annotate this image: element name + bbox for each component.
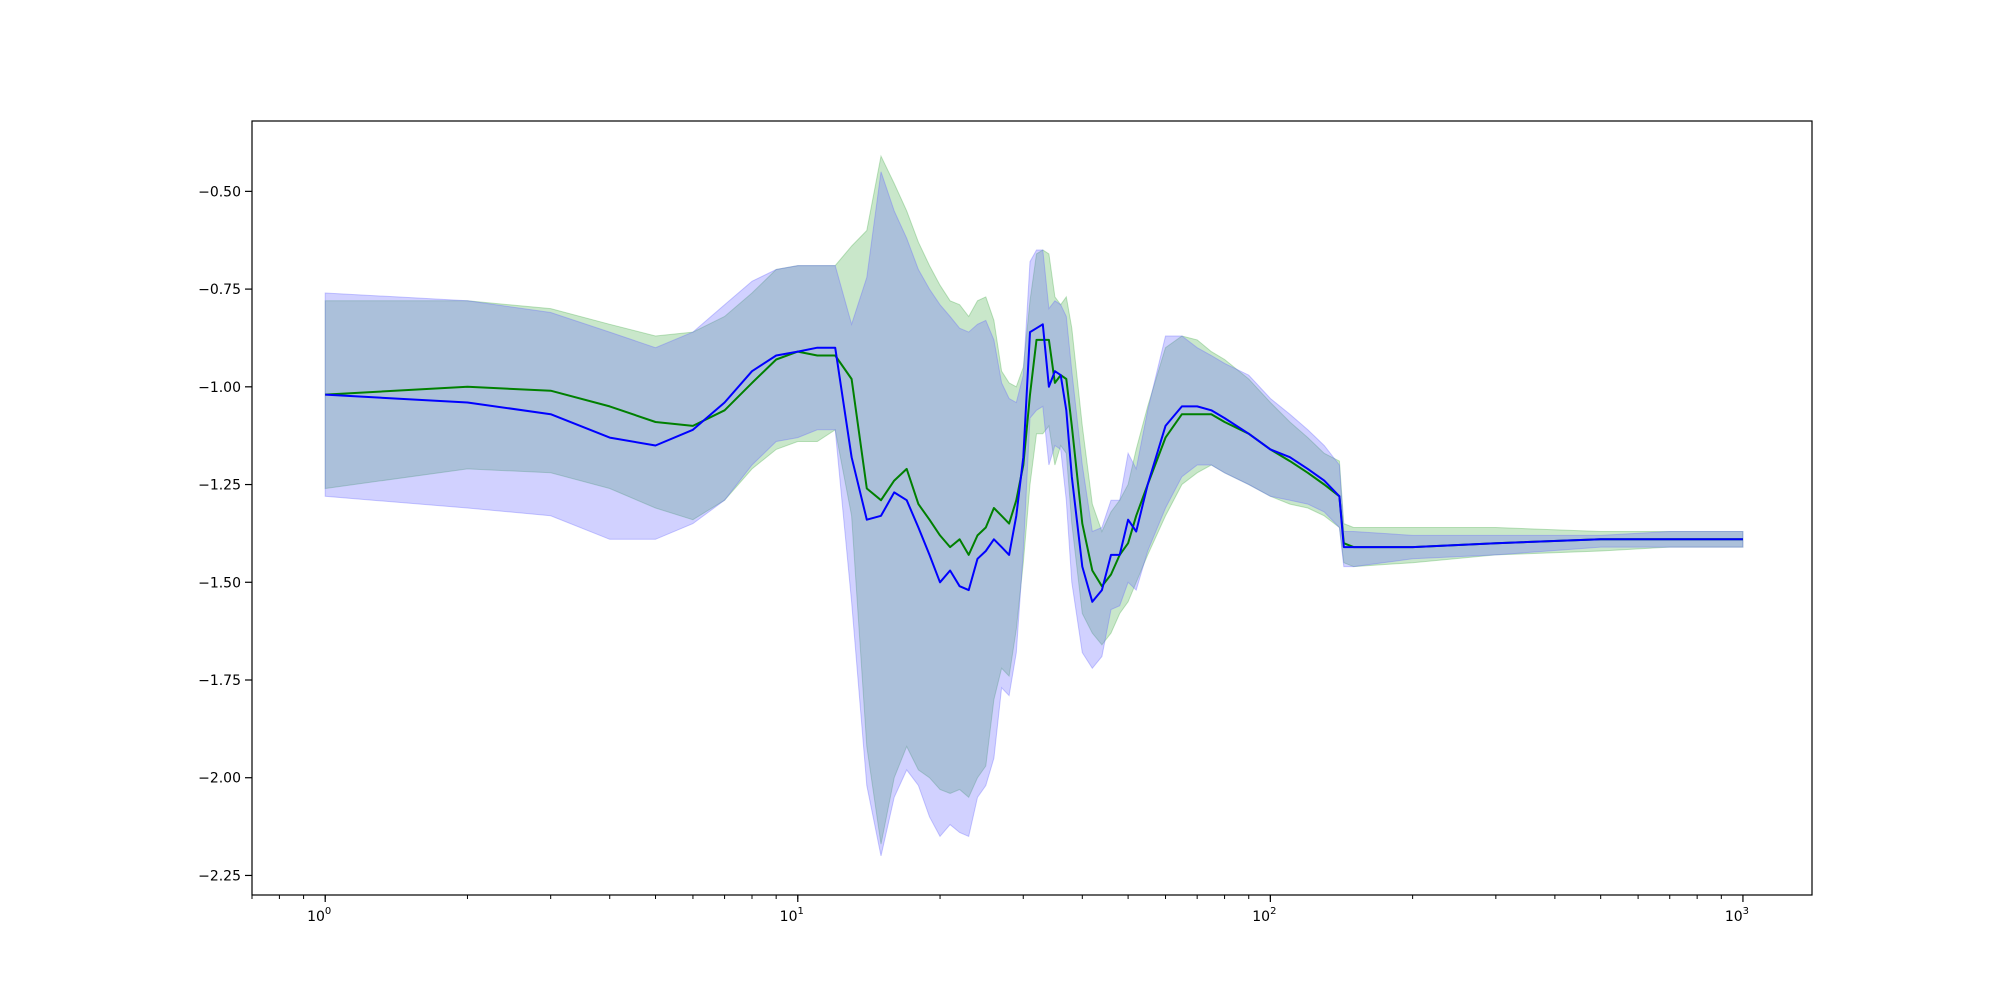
y-tick-label: −1.25 xyxy=(198,478,241,494)
x-tick-label: 103 xyxy=(1725,906,1749,925)
y-tick-label: −2.00 xyxy=(198,771,241,787)
series-1-band xyxy=(324,154,1744,845)
y-tick-label: −1.75 xyxy=(198,673,241,689)
y-tick-label: −1.50 xyxy=(198,575,241,591)
axes-frame xyxy=(251,120,1813,896)
x-tick-label-exponent: 1 xyxy=(798,906,804,917)
y-tick-label: −1.00 xyxy=(198,380,241,396)
uncertainty-bands xyxy=(324,154,1744,857)
series-2-band xyxy=(324,171,1744,857)
y-tick-label: −2.25 xyxy=(198,868,241,884)
x-tick-label-exponent: 2 xyxy=(1270,906,1276,917)
y-tick-label: −0.75 xyxy=(198,282,241,298)
x-tick-label-base: 10 xyxy=(307,909,325,925)
x-tick-label-exponent: 3 xyxy=(1743,906,1749,917)
y-axis-ticks: −0.50 −0.75 −1.00 −1.25 −1.50 −1.75 −2.00 −2.25 xyxy=(198,184,252,884)
series-lines xyxy=(325,323,1743,603)
series-1-line xyxy=(325,338,1743,588)
series-2-line xyxy=(325,323,1743,603)
x-axis-ticks: 100 101 102 103 xyxy=(251,895,1749,925)
x-tick-label-exponent: 0 xyxy=(325,906,331,917)
x-tick-label: 102 xyxy=(1252,906,1276,925)
x-tick-label: 101 xyxy=(780,906,804,925)
x-tick-label-base: 10 xyxy=(1725,909,1743,925)
y-tick-label: −0.50 xyxy=(198,184,241,200)
x-tick-label-base: 10 xyxy=(1252,909,1270,925)
x-tick-label: 100 xyxy=(307,906,331,925)
x-tick-label-base: 10 xyxy=(780,909,798,925)
